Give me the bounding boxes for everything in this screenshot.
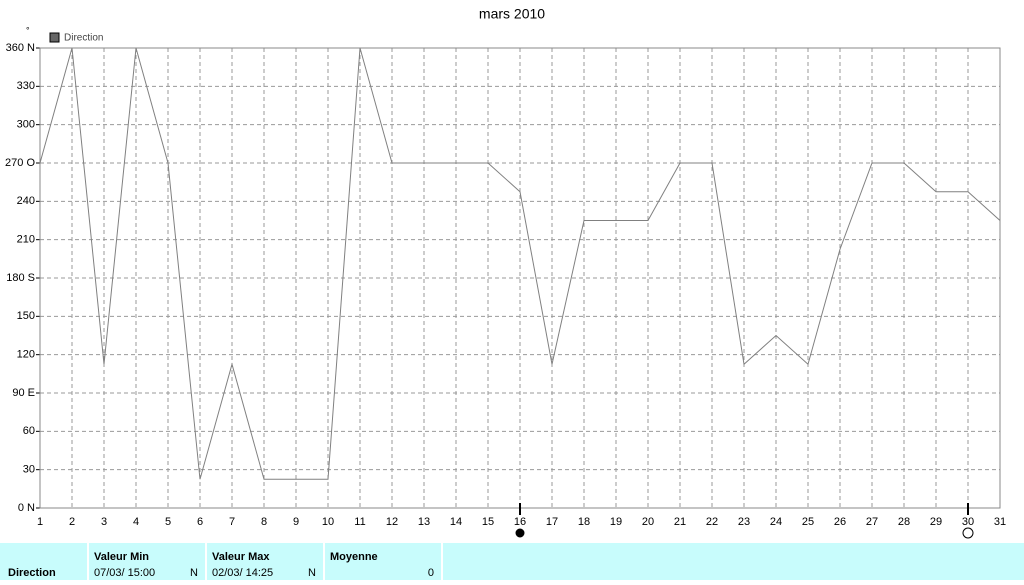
x-tick-label: 1 xyxy=(37,516,43,528)
footer-value: 02/03/ 14:25 xyxy=(212,567,273,579)
x-tick-label: 6 xyxy=(197,516,203,528)
y-tick-label: 60 xyxy=(23,425,35,437)
x-tick-label: 22 xyxy=(706,516,718,528)
footer-row-label: Direction xyxy=(8,567,56,579)
x-tick-label: 26 xyxy=(834,516,846,528)
y-tick-label: 300 xyxy=(17,119,35,131)
footer-header: Valeur Max xyxy=(212,551,270,563)
x-tick-label: 18 xyxy=(578,516,590,528)
y-unit: ° xyxy=(26,25,30,35)
footer-value: 07/03/ 15:00 xyxy=(94,567,155,579)
x-tick-label: 20 xyxy=(642,516,654,528)
y-tick-label: 120 xyxy=(17,349,35,361)
y-tick-label: 0 N xyxy=(18,502,35,514)
x-tick-label: 17 xyxy=(546,516,558,528)
x-tick-label: 15 xyxy=(482,516,494,528)
x-tick-label: 31 xyxy=(994,516,1006,528)
footer-unit: N xyxy=(308,567,316,579)
footer-header: Valeur Min xyxy=(94,551,149,563)
marker xyxy=(962,527,974,539)
chart-title: mars 2010 xyxy=(479,6,545,22)
x-tick-label: 19 xyxy=(610,516,622,528)
x-tick-label: 29 xyxy=(930,516,942,528)
x-tick-label: 16 xyxy=(514,516,526,528)
y-tick-label: 270 O xyxy=(5,157,35,169)
x-tick-label: 21 xyxy=(674,516,686,528)
y-tick-label: 30 xyxy=(23,464,35,476)
x-tick-label: 23 xyxy=(738,516,750,528)
x-tick-label: 8 xyxy=(261,516,267,528)
x-tick-label: 13 xyxy=(418,516,430,528)
x-tick-label: 25 xyxy=(802,516,814,528)
x-tick-label: 9 xyxy=(293,516,299,528)
x-tick-label: 2 xyxy=(69,516,75,528)
x-tick-label: 14 xyxy=(450,516,462,528)
x-tick-label: 4 xyxy=(133,516,139,528)
x-tick-label: 3 xyxy=(101,516,107,528)
x-tick-label: 30 xyxy=(962,516,974,528)
y-tick-label: 150 xyxy=(17,310,35,322)
y-tick-label: 210 xyxy=(17,234,35,246)
marker xyxy=(515,528,525,538)
x-tick-label: 10 xyxy=(322,516,334,528)
footer-unit: N xyxy=(190,567,198,579)
line xyxy=(39,47,1001,480)
y-tick-label: 360 N xyxy=(6,42,35,54)
footer-bg xyxy=(0,543,1024,580)
x-tick-label: 28 xyxy=(898,516,910,528)
legend-swatch xyxy=(49,32,60,43)
y-tick-label: 180 S xyxy=(6,272,35,284)
y-tick-label: 330 xyxy=(17,80,35,92)
footer-header: Moyenne xyxy=(330,551,378,563)
x-tick-label: 24 xyxy=(770,516,782,528)
x-tick-label: 12 xyxy=(386,516,398,528)
x-tick-label: 27 xyxy=(866,516,878,528)
y-tick-label: 240 xyxy=(17,195,35,207)
x-tick-label: 5 xyxy=(165,516,171,528)
y-tick-label: 90 E xyxy=(12,387,35,399)
x-tick-label: 7 xyxy=(229,516,235,528)
x-tick-label: 11 xyxy=(354,516,365,528)
legend-label: Direction xyxy=(64,33,103,44)
footer-value: 0 xyxy=(428,567,434,579)
